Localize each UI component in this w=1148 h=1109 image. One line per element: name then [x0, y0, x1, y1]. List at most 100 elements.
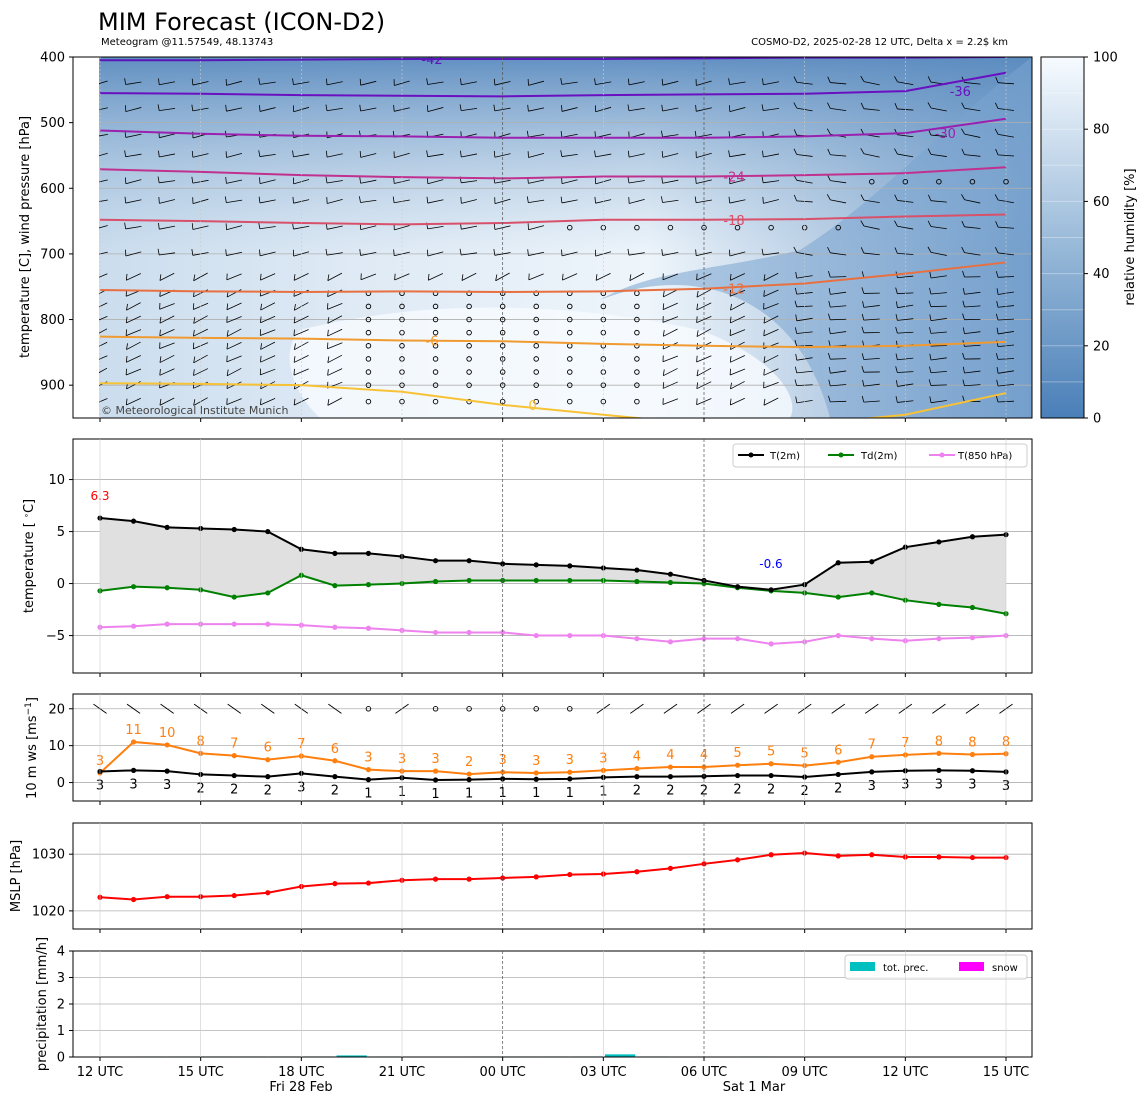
wind-point-gust	[366, 767, 371, 772]
mslp-point	[534, 874, 539, 879]
wind-label-gust: 2	[465, 755, 473, 770]
wind-label-mean: 2	[331, 784, 339, 799]
wind-point-gust	[433, 769, 438, 774]
wind-label-mean: 1	[465, 787, 473, 802]
wind-barb	[931, 385, 947, 386]
wind-barb-flag	[92, 105, 93, 111]
value-tick-label: 0	[57, 577, 65, 592]
wind-label-mean: 2	[230, 783, 238, 798]
mslp-point	[970, 855, 975, 860]
pressure-tick-label: 800	[40, 313, 65, 328]
time-tick-label: 03 UTC	[580, 1065, 626, 1080]
wind-label-gust: 5	[733, 746, 741, 761]
isotherm-label: -30	[935, 127, 956, 142]
wind-label-mean: 1	[364, 787, 372, 802]
wind-point-mean	[165, 769, 170, 774]
legend-label-t850: T(850 hPa)	[957, 451, 1012, 462]
point-t850	[936, 636, 941, 641]
colorbar-tick-label: 60	[1093, 195, 1110, 210]
wind-point-mean	[232, 773, 237, 778]
wind-barb-flag	[92, 177, 93, 183]
point-td2m	[836, 594, 841, 599]
wind-label-mean: 1	[566, 786, 574, 801]
point-t2m	[232, 527, 237, 532]
legend-label-precip: tot. prec.	[883, 963, 928, 974]
mslp-point	[232, 893, 237, 898]
point-t2m	[131, 519, 136, 524]
wind-label-gust: 5	[767, 745, 775, 760]
isotherm-label: -42	[421, 53, 442, 68]
value-tick-label: −5	[46, 629, 65, 644]
point-t2m	[567, 563, 572, 568]
legend-swatch-precip	[850, 962, 875, 971]
wind-barb	[830, 277, 846, 278]
legend-label-snow: snow	[992, 963, 1018, 974]
point-t2m	[769, 587, 774, 592]
wind-barb-flag	[193, 303, 194, 309]
wind-label-mean: 3	[968, 778, 976, 793]
wind-point-mean	[534, 777, 539, 782]
wind-barb-flag	[93, 304, 94, 310]
wind-point-mean	[467, 777, 472, 782]
wind-barb-flag	[93, 356, 94, 362]
mslp-point	[567, 872, 572, 877]
point-t2m	[936, 539, 941, 544]
mslp-point	[735, 857, 740, 862]
legend-swatch-snow	[959, 962, 984, 971]
wind-label-gust: 11	[125, 723, 142, 738]
wind-ylabel: 10 m ws [ms−1]	[24, 697, 40, 799]
wind-label-mean: 2	[666, 784, 674, 799]
precipitation-legend: tot. prec. snow	[845, 955, 1027, 979]
series-line-t850	[100, 624, 1006, 644]
wind-barb	[931, 306, 947, 307]
wind-point-gust	[265, 757, 270, 762]
wind-label-gust: 7	[868, 738, 876, 753]
isotherm-label: -36	[950, 85, 971, 100]
time-tick-label: 15 UTC	[177, 1065, 223, 1080]
wind-label-mean: 2	[834, 781, 842, 796]
isotherm-label: 0	[529, 399, 537, 414]
point-t850	[366, 626, 371, 631]
wind-label-gust: 4	[666, 748, 674, 763]
wind-point-mean	[634, 774, 639, 779]
wind-point-mean	[769, 773, 774, 778]
wind-label-mean: 2	[633, 784, 641, 799]
wind-barb	[830, 319, 846, 320]
wind-barb-flag	[93, 370, 94, 376]
colorbar-tick-label: 0	[1093, 412, 1101, 427]
mslp-point	[467, 877, 472, 882]
point-td2m	[332, 583, 337, 588]
location-label: Meteogram @11.57549, 48.13743	[101, 37, 273, 48]
point-td2m	[467, 578, 472, 583]
wind-barb-flag	[92, 249, 93, 255]
point-td2m	[668, 580, 673, 585]
point-td2m	[936, 602, 941, 607]
time-tick-label: 00 UTC	[479, 1065, 525, 1080]
time-tick-label: 09 UTC	[781, 1065, 827, 1080]
point-td2m	[265, 590, 270, 595]
point-td2m	[433, 579, 438, 584]
point-t850	[970, 635, 975, 640]
point-t850	[467, 630, 472, 635]
point-t2m	[970, 534, 975, 539]
point-t850	[332, 625, 337, 630]
value-tick-label: 1	[57, 1024, 65, 1039]
mslp-point	[433, 877, 438, 882]
day-label-fri: Fri 28 Feb	[269, 1080, 332, 1095]
upper-air-panel: -42-36-30-24-18-12-60 400500600700800900…	[18, 51, 1032, 425]
point-td2m	[165, 585, 170, 590]
wind-label-mean: 1	[499, 786, 507, 801]
wind-label-mean: 1	[532, 786, 540, 801]
point-t2m	[332, 551, 337, 556]
point-t2m	[165, 525, 170, 530]
temperature-ylabel: temperature [ ∘C]	[22, 499, 38, 613]
point-t2m	[265, 529, 270, 534]
pressure-tick-label: 500	[40, 116, 65, 131]
wind-label-mean: 2	[264, 784, 272, 799]
wind-point-mean	[332, 774, 337, 779]
wind-point-mean	[970, 768, 975, 773]
